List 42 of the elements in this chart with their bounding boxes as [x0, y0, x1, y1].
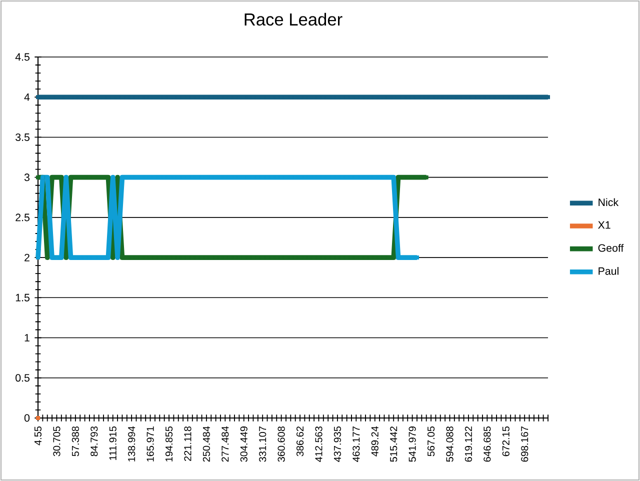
x-tick-label: 646.685	[484, 426, 491, 462]
x-tick-label: 698.167	[521, 426, 528, 462]
x-tick-label: 250.484	[202, 426, 210, 462]
y-tick-label: 4.5	[15, 53, 30, 61]
y-tick-label: 3	[24, 174, 30, 182]
x-tick-label: 57.388	[72, 426, 79, 456]
x-tick-label: 194.855	[165, 426, 173, 462]
x-tick-label: 567.05	[427, 426, 435, 456]
y-tick-label: 0.5	[16, 374, 30, 382]
x-tick-label: 619.122	[464, 426, 472, 462]
x-tick-label: 4.55	[34, 426, 42, 446]
y-tick-label: 3.5	[16, 133, 30, 141]
x-tick-label: 84.793	[90, 426, 98, 456]
y-tick-label: 1	[24, 334, 30, 342]
x-tick-label: 165.971	[146, 426, 154, 462]
x-tick-label: 672.15	[502, 426, 510, 456]
x-tick-label: 437.935	[334, 426, 341, 462]
y-tick-label: 1.5	[16, 294, 30, 302]
x-tick-label: 304.449	[240, 426, 248, 462]
x-tick-label: 515.442	[390, 426, 398, 462]
chart-title: Race Leader	[244, 12, 342, 26]
x-tick-label: 138.994	[128, 426, 136, 462]
x-tick-label: 463.177	[352, 426, 360, 462]
x-tick-label: 277.484	[222, 426, 229, 462]
x-tick-label: 541.979	[408, 426, 416, 462]
x-tick-label: 594.088	[446, 426, 454, 462]
x-tick-label: 412.563	[315, 426, 322, 462]
y-tick-label: 0	[24, 414, 30, 422]
legend-label: Paul	[598, 267, 618, 275]
x-tick-label: 111.915	[109, 426, 116, 460]
x-tick-label: 489.24	[371, 426, 378, 456]
legend-label: Nick	[598, 198, 619, 206]
x-tick-label: 221.118	[184, 426, 192, 461]
y-tick-label: 4	[24, 93, 30, 101]
x-tick-label: 386.62	[296, 426, 304, 456]
y-tick-label: 2.5	[16, 214, 30, 222]
x-tick-label: 331.107	[259, 426, 266, 462]
x-tick-label: 30.705	[53, 426, 60, 456]
x-tick-label: 360.608	[278, 426, 285, 462]
y-tick-label: 2	[24, 254, 30, 262]
legend-label: X1	[598, 221, 610, 229]
legend-label: Geoff	[598, 244, 624, 252]
